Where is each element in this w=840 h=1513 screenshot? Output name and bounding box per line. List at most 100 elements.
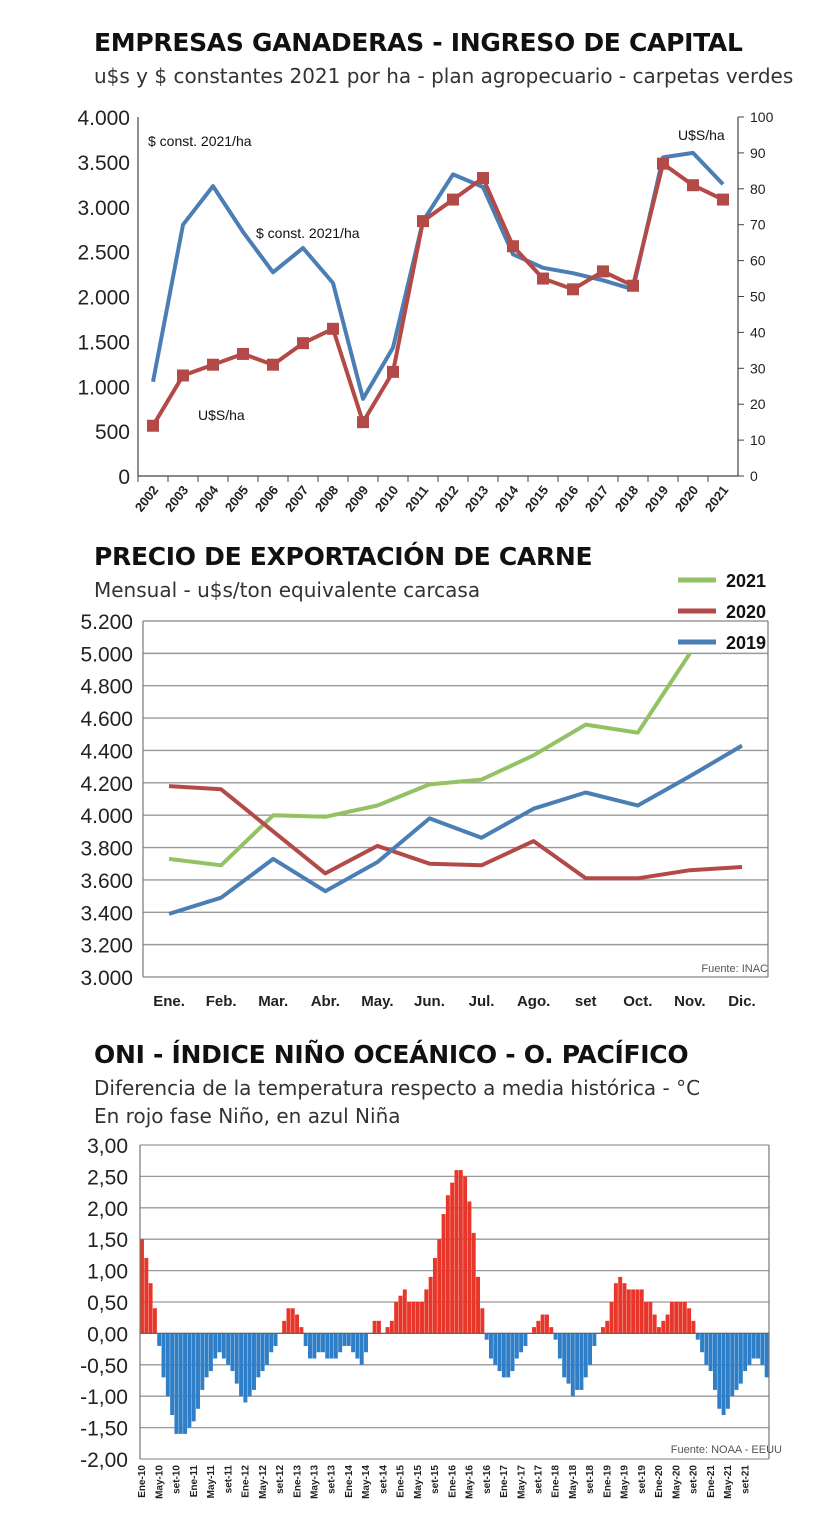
- chart2-title: PRECIO DE EXPORTACIÓN DE CARNE: [94, 542, 593, 571]
- chart3-bar: [476, 1276, 480, 1334]
- chart1-x-tick-label: 2002: [132, 483, 162, 515]
- chart1-subtitle: u$s y $ constantes 2021 por ha - plan ag…: [94, 64, 794, 88]
- chart3-bar: [661, 1320, 666, 1334]
- chart3-bar: [148, 1283, 153, 1334]
- chart3-x-tick-label: set-21: [740, 1465, 751, 1494]
- chart1-x-tick-label: 2010: [372, 483, 402, 515]
- chart1-left-tick-label: 500: [95, 421, 130, 444]
- chart3-y-tick-label: -1,00: [80, 1386, 128, 1409]
- chart1-right-tick-label: 40: [750, 324, 766, 340]
- chart3-bar: [648, 1302, 653, 1334]
- chart1-x-tick-label: 2003: [162, 483, 192, 515]
- chart3-x-tick-label: May-10: [154, 1465, 165, 1499]
- chart3-source: Fuente: NOAA - EEUU: [671, 1444, 782, 1456]
- chart1-x-tick-label: 2009: [342, 483, 372, 515]
- chart3-bar: [208, 1333, 213, 1372]
- chart3-bar: [570, 1333, 575, 1397]
- chart2-y-tick-label: 4.800: [80, 676, 133, 699]
- chart3-bar: [519, 1333, 524, 1353]
- chart2-legend-label: 2021: [726, 571, 766, 591]
- chart1-x-tick-label: 2016: [552, 483, 582, 515]
- chart3-bar: [463, 1176, 468, 1334]
- chart3-bar: [562, 1333, 567, 1378]
- chart3-x-tick-label: Ene-10: [137, 1465, 148, 1498]
- chart3-x-tick-label: set-10: [172, 1465, 183, 1494]
- chart3-x-tick-label: May-11: [206, 1465, 217, 1499]
- chart3-bar: [398, 1295, 403, 1334]
- chart1-series-marker: [627, 279, 639, 292]
- chart3-bar: [669, 1302, 674, 1334]
- chart1-series-line-0: [151, 150, 725, 401]
- chart1-x-tick-label: 2011: [402, 483, 431, 514]
- chart3-y-tick-label: -2,00: [80, 1449, 128, 1472]
- chart3-bar: [450, 1182, 455, 1334]
- chart1-series-marker: [417, 215, 429, 228]
- chart1-right-tick-label: 20: [750, 396, 766, 412]
- chart1-plot: 0 500 1.000 1.500 2.000 2.500 3.000 3.500 4.000 0…: [77, 107, 774, 515]
- chart3-bar: [488, 1333, 493, 1359]
- chart3-bar: [721, 1333, 726, 1416]
- chart2-series-line-2019: [168, 743, 744, 916]
- chart3-x-tick-label: set-14: [378, 1465, 389, 1494]
- chart3-bar: [316, 1333, 321, 1353]
- chart1-left-tick-label: 3.500: [77, 152, 130, 175]
- chart3-bar: [333, 1333, 338, 1359]
- chart1-series-marker: [477, 172, 489, 185]
- chart3-bar: [501, 1333, 506, 1378]
- chart3-plot: -2,00 -1,50 -1,00 -0,50 0,00 0,50 1,00 1,50 2,00…: [80, 1135, 782, 1499]
- chart3-bar: [695, 1333, 700, 1340]
- chart2-legend: 2021 2020 2019: [678, 571, 766, 653]
- chart1-x-tick-label: 2018: [612, 483, 642, 515]
- chart3-bar: [424, 1289, 429, 1334]
- chart3-bar: [338, 1333, 343, 1353]
- chart3-bar: [631, 1289, 636, 1334]
- chart1-x-tick-label: 2007: [282, 483, 312, 515]
- chart3-bar: [428, 1276, 433, 1334]
- chart2-y-tick-label: 4.600: [80, 708, 133, 731]
- chart3-y-tick-label: -1,50: [80, 1418, 128, 1441]
- chart3-y-tick-label: 1,00: [87, 1261, 128, 1284]
- chart3-bar: [523, 1333, 528, 1346]
- chart3-bar: [532, 1327, 537, 1334]
- chart1-right-tick-label: 100: [750, 109, 774, 125]
- chart3-bar: [484, 1333, 489, 1340]
- chart3-bar: [674, 1302, 679, 1334]
- chart3-bar: [200, 1333, 205, 1390]
- chart3-bar: [394, 1302, 399, 1334]
- chart3-bar: [256, 1333, 261, 1378]
- chart3-bar: [144, 1258, 149, 1334]
- chart3-bar: [170, 1333, 175, 1416]
- chart3-x-tick-label: Ene-19: [602, 1465, 613, 1498]
- chart3-bar: [183, 1333, 188, 1434]
- chart2-axes: [142, 621, 769, 977]
- chart3-bar: [295, 1314, 300, 1334]
- chart3-x-tick-label: Ene-11: [189, 1465, 200, 1498]
- chart1-annotation-top-right: U$S/ha: [678, 127, 725, 143]
- chart3-bar: [609, 1302, 614, 1334]
- chart3-bar: [196, 1333, 200, 1409]
- chart3-x-tick-label: set-17: [534, 1465, 545, 1494]
- chart3-bar: [243, 1333, 248, 1403]
- chart3-bar: [644, 1302, 649, 1334]
- chart3-bar: [738, 1333, 743, 1384]
- chart3-bar: [152, 1308, 157, 1334]
- chart2-plot: 3.000 3.200 3.400 3.600 3.800 4.000 4.200 4.400…: [80, 571, 769, 1010]
- chart3-bar: [575, 1333, 580, 1390]
- chart3-bar: [282, 1320, 287, 1334]
- chart3-bar: [480, 1308, 485, 1334]
- chart3-bar: [407, 1302, 412, 1334]
- chart1-left-tick-label: 3.000: [77, 197, 130, 220]
- chart3-bar: [385, 1327, 390, 1334]
- chart3-x-tick-label: set-15: [430, 1465, 441, 1494]
- chart3-x-tick-label: set-19: [637, 1465, 648, 1494]
- chart3-bar: [187, 1333, 192, 1428]
- chart2-series-line-2020: [168, 784, 743, 881]
- chart3-bar: [708, 1333, 713, 1372]
- chart3-x-tick-label: May-12: [258, 1465, 269, 1499]
- chart3-y-tick-label: 2,00: [87, 1198, 128, 1221]
- chart2-legend-label: 2020: [726, 602, 766, 622]
- chart3-bar: [252, 1333, 256, 1390]
- chart3-x-tick-label: set-13: [327, 1465, 338, 1494]
- chart1-annotation-bottom: U$S/ha: [198, 407, 245, 423]
- chart2-y-tick-label: 3.800: [80, 838, 133, 861]
